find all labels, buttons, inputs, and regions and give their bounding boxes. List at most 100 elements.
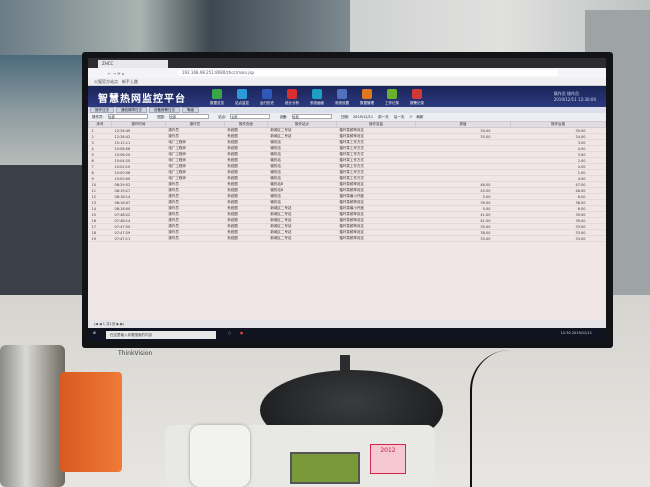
- table-row[interactable]: 12 08:18:14 操作员 系统图 输热站 循环泵最小开度 5.00 6.00: [88, 193, 606, 200]
- url-input[interactable]: 192.168.98.251:8080/zhcc/main.jsp: [178, 70, 558, 76]
- tab-comm-fault-log[interactable]: 通信故障日志: [116, 107, 147, 113]
- table-row[interactable]: 3 15:12:11 电厂工程师 系统图 输热站 循环泵工作方式 3.00: [88, 139, 606, 146]
- table-cell: 33.00: [415, 133, 511, 140]
- table-row[interactable]: 13 08:18:07 操作员 系统图 输热站 循环泵频率设定 39.00 38.00: [88, 199, 606, 206]
- bookmark[interactable]: 火狐官方站点: [94, 79, 118, 84]
- pager-next[interactable]: ▶ ▶|: [115, 322, 125, 326]
- windows-start-icon[interactable]: ⊞: [93, 331, 96, 335]
- tab-operation-log[interactable]: 操作日志: [90, 107, 114, 113]
- monitor-brand: ThinkVision: [118, 350, 153, 357]
- table-row[interactable]: 9 15:00:00 电厂工程师 系统图 输热站 循环泵工作方式 4.00: [88, 175, 606, 182]
- browser-tab[interactable]: ZHCC: [98, 60, 168, 68]
- table-cell: 08:18:00: [111, 205, 166, 212]
- nav-item[interactable]: 系统设置: [331, 89, 353, 106]
- column-header[interactable]: 序号: [88, 121, 112, 128]
- table-cell: 循环泵频率设定: [336, 229, 416, 236]
- nav-icon: [387, 89, 397, 99]
- nav-item[interactable]: 运行历史: [256, 89, 278, 106]
- table-cell: 循环泵最小开度: [336, 205, 416, 212]
- table-row[interactable]: 11 08:19:27 操作员 系统图 输热站B 循环泵频率设定 45.00 46.00: [88, 187, 606, 194]
- page-input[interactable]: 1: [102, 322, 106, 326]
- table-cell: 4: [88, 145, 112, 152]
- nav-item[interactable]: 报警记录: [406, 89, 428, 106]
- next-day-button[interactable]: 后一天: [393, 114, 405, 119]
- table-cell: 4.00: [510, 175, 606, 182]
- table-cell: 系统图: [224, 169, 268, 176]
- column-header[interactable]: 操作后值: [509, 121, 606, 128]
- table-cell: [415, 151, 511, 158]
- table-row[interactable]: 7 15:02:10 电厂工程师 系统图 输热站 循环泵工作方式 4.00: [88, 163, 606, 170]
- table-cell: 操作员: [165, 211, 225, 218]
- table-row[interactable]: 2 12:26:42 操作员 系统图 新城区二号站 循环泵频率设定 33.00 34.00: [88, 133, 606, 140]
- table-cell: [415, 169, 511, 176]
- table-row[interactable]: 16 07:48:14 操作员 系统图 新城区二号站 循环泵频率设定 41.00 39.00: [88, 217, 606, 224]
- table-cell: 循环泵工作方式: [336, 139, 416, 146]
- table-cell: 输热站: [267, 163, 337, 170]
- pager-first[interactable]: |◀ ◀: [94, 322, 103, 326]
- table-cell: 35.00: [510, 127, 606, 134]
- table-cell: 6.00: [510, 205, 606, 212]
- bookmarks-bar: 火狐官方站点 新手上路: [88, 78, 606, 86]
- date-input[interactable]: 2019/12/11: [352, 114, 374, 119]
- firefox-icon[interactable]: ●: [240, 331, 244, 335]
- table-cell: 操作员: [165, 235, 225, 242]
- table-row[interactable]: 6 15:04:20 电厂工程师 系统图 输热站 循环泵工作方式 2.00: [88, 157, 606, 164]
- nav-icon: [237, 89, 247, 99]
- sticker: 2012: [370, 444, 406, 474]
- table-row[interactable]: 17 07:47:50 操作员 系统图 新城区二号站 循环泵频率设定 35.00 33.00: [88, 223, 606, 230]
- table-row[interactable]: 18 07:47:29 操作员 系统图 新城区二号站 循环泵频率设定 38.00 33.00: [88, 229, 606, 236]
- table-row[interactable]: 4 15:08:56 电厂工程师 系统图 输热站 循环泵工作方式 4.00: [88, 145, 606, 152]
- cortana-icon[interactable]: ○: [228, 331, 232, 335]
- table-cell: 操作员: [165, 187, 225, 194]
- table-cell: 39.00: [415, 199, 511, 206]
- column-header[interactable]: 操作页面: [223, 121, 268, 128]
- prev-day-button[interactable]: 前一天: [378, 114, 389, 119]
- table-row[interactable]: 10 08:29:52 操作员 系统图 输热站B 循环泵频率设定 46.00 47.00: [88, 181, 606, 188]
- table-cell: 15:02:10: [111, 163, 166, 170]
- table-cell: 08:19:27: [111, 187, 166, 194]
- nav-item[interactable]: 系统画面: [306, 89, 328, 106]
- taskbar-search[interactable]: 在这里输入你要搜索的内容: [106, 331, 216, 339]
- nav-label: 数据总览: [210, 101, 224, 105]
- table-cell: 2.00: [510, 157, 606, 164]
- nav-icon: [362, 89, 372, 99]
- site-select[interactable]: 全部: [230, 114, 271, 119]
- table-row[interactable]: 5 15:06:20 电厂工程师 系统图 输热站 循环泵工作方式 3.00: [88, 151, 606, 158]
- table-cell: 输热站B: [267, 181, 337, 188]
- nav-label: 数据管理: [360, 101, 374, 105]
- table-row[interactable]: 19 07:47:11 操作员 系统图 新城区二号站 循环泵频率设定 33.00 33.00: [88, 235, 606, 242]
- table-cell: 35.00: [415, 223, 511, 230]
- bookmark[interactable]: 新手上路: [121, 79, 138, 84]
- table-cell: 操作员: [165, 205, 225, 212]
- table-row[interactable]: 8 15:00:56 电厂工程师 系统图 输热站 循环泵工作方式 1.00: [88, 169, 606, 176]
- tab-level[interactable]: 等级: [182, 107, 199, 113]
- device-select[interactable]: 全部: [291, 114, 332, 119]
- nav-item[interactable]: 统计分析: [281, 89, 303, 106]
- nav-item[interactable]: 工作记录: [381, 89, 403, 106]
- nav-item[interactable]: 数据管理: [356, 89, 378, 106]
- table-row[interactable]: 15 07:48:22 操作员 系统图 新城区二号站 循环泵频率设定 41.00 39.00: [88, 211, 606, 218]
- table-cell: 4.00: [510, 163, 606, 170]
- table-cell: 输热站: [267, 157, 337, 164]
- table-cell: 循环泵频率设定: [336, 211, 416, 218]
- column-header[interactable]: 操作变量: [335, 121, 416, 128]
- tab-alarm-log[interactable]: 设备报警日志: [149, 107, 180, 113]
- user-info[interactable]: 操作员 操作员 2019/12/11 12:30:00: [554, 91, 596, 102]
- table-row[interactable]: 14 08:18:00 操作员 系统图 新城区二号站 循环泵最小开度 5.00 6.00: [88, 205, 606, 212]
- table-cell: 操作员: [165, 127, 225, 134]
- table-cell: 循环泵最小开度: [336, 193, 416, 200]
- table-cell: [415, 175, 511, 182]
- table-cell: 系统图: [224, 145, 268, 152]
- table-row[interactable]: 1 12:26:49 操作员 系统图 新城区二号站 循环泵频率设定 34.00 35.00: [88, 127, 606, 134]
- nav-item[interactable]: 站点监控: [231, 89, 253, 106]
- refresh-button[interactable]: 刷新: [416, 114, 424, 119]
- nav-item[interactable]: 数据总览: [206, 89, 228, 106]
- operator-label: 操作员:: [92, 114, 104, 119]
- nav-buttons[interactable]: ← → ⟳ ⌂: [108, 71, 125, 76]
- app-title: 智慧热网监控平台: [98, 94, 186, 105]
- table-cell: [415, 163, 511, 170]
- table-cell: 输热站: [267, 193, 337, 200]
- scope-select[interactable]: 全部: [169, 114, 209, 119]
- operator-select[interactable]: 全部: [107, 114, 148, 119]
- table-cell: 07:47:29: [111, 229, 166, 236]
